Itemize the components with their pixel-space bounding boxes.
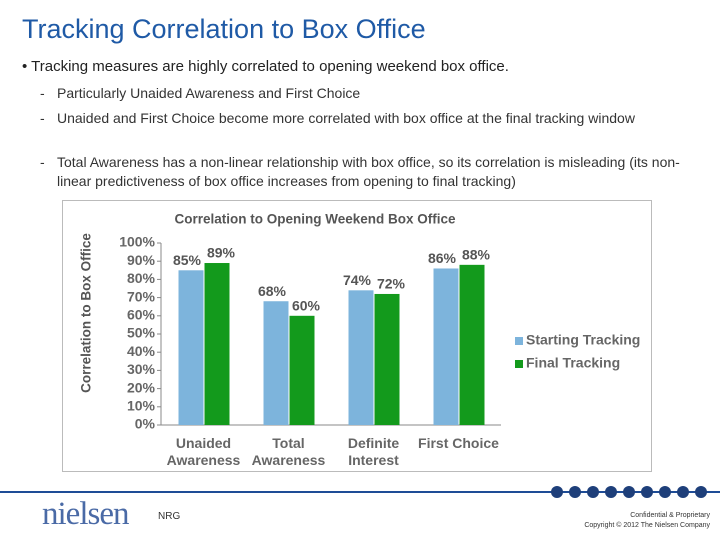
x-tick-label: Total Awareness [251,435,326,468]
y-axis-label: Correlation to Box Office [79,233,94,393]
bullet-text: Total Awareness has a non-linear relatio… [57,154,680,189]
sub-bullet: - Particularly Unaided Awareness and Firs… [40,84,710,103]
data-label: 86% [428,250,457,266]
bar [459,264,485,425]
x-tick-label: Definite Interest [347,435,400,468]
legend-swatch [515,337,523,345]
y-tick-label: 70% [127,288,156,304]
main-bullet: • Tracking measures are highly correlate… [22,58,509,75]
bar [204,263,230,425]
bar [433,268,459,425]
x-tick-label: Unaided Awareness [166,435,241,468]
data-label: 72% [377,276,406,292]
data-label: 74% [343,272,372,288]
legend-label: Starting Tracking [526,332,640,348]
chart-svg: Correlation to Opening Weekend Box Offic… [79,212,641,432]
y-tick-label: 0% [135,416,156,432]
logo: nielsen [42,496,129,532]
bar [289,315,315,425]
data-label: 89% [207,245,236,261]
chart: Correlation to Opening Weekend Box Offic… [62,200,652,472]
slide-title: Tracking Correlation to Box Office [22,14,426,44]
y-tick-label: 100% [119,234,155,250]
x-tick-label: First Choice [418,435,499,451]
y-tick-label: 20% [127,379,156,395]
data-label: 60% [292,298,321,314]
bullet-text: Unaided and First Choice become more cor… [57,110,635,126]
data-label: 68% [258,283,287,299]
legend-swatch [515,360,523,368]
bar [263,301,289,425]
footer-dots [551,486,707,498]
bar [178,270,204,425]
bullet-text: Tracking measures are highly correlated … [31,58,509,75]
data-label: 88% [462,247,491,263]
footer-label: NRG [158,511,181,522]
data-label: 85% [173,252,202,268]
sub-bullet: - Total Awareness has a non-linear relati… [40,153,710,191]
sub-bullet: - Unaided and First Choice become more co… [40,109,710,128]
y-tick-label: 30% [127,361,156,377]
y-tick-label: 10% [127,398,156,414]
footer-line [0,491,720,493]
y-tick-label: 80% [127,270,156,286]
y-tick-label: 90% [127,252,156,268]
y-tick-label: 40% [127,343,156,359]
bar [374,293,400,425]
footer-notice: Confidential & Proprietary Copyright © 2… [584,511,710,531]
confidential: Confidential & Proprietary [630,512,710,519]
bar [348,290,374,425]
chart-title: Correlation to Opening Weekend Box Offic… [174,212,456,227]
bullet-text: Particularly Unaided Awareness and First… [57,85,361,101]
y-tick-label: 50% [127,325,156,341]
legend-label: Final Tracking [526,355,620,371]
y-tick-label: 60% [127,307,156,323]
copyright: Copyright © 2012 The Nielsen Company [584,522,710,529]
